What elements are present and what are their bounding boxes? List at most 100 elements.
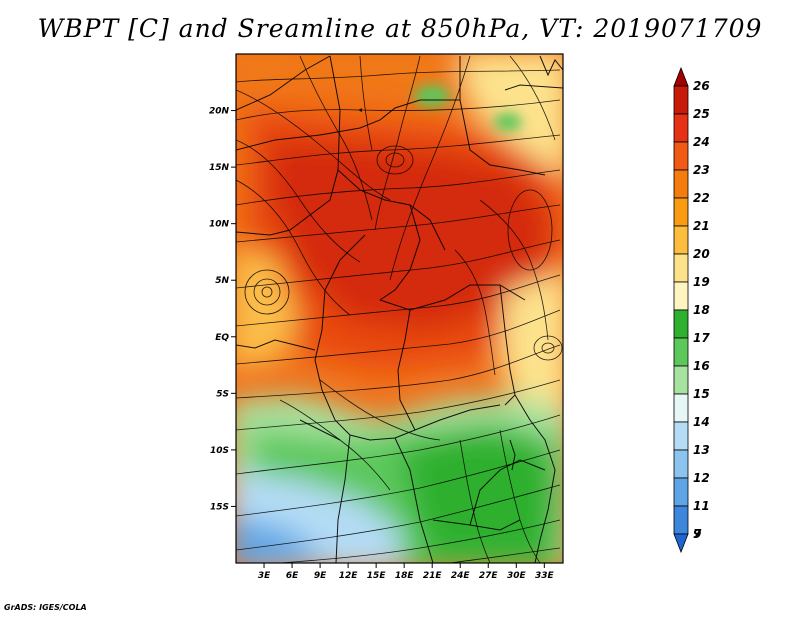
colorbar-label: 16 — [693, 359, 710, 373]
colorbar-cell — [673, 365, 689, 395]
streamline — [236, 274, 561, 327]
streamline-vortex — [244, 269, 290, 315]
streamline — [279, 519, 561, 563]
lon-tick-label: 9E — [314, 571, 327, 581]
colorbar-label: 13 — [693, 443, 710, 457]
colorbar-cell — [673, 225, 689, 255]
streamline — [509, 55, 556, 141]
streamline — [236, 89, 391, 201]
streamline — [389, 55, 471, 281]
streamline — [449, 547, 561, 563]
streamline-vortex — [541, 342, 555, 354]
field-green-patch-ne — [494, 113, 522, 131]
streamline-vortex — [253, 278, 281, 306]
colorbar-cell — [673, 197, 689, 227]
colorbar-cell — [673, 85, 689, 115]
lon-tick-label: 21E — [423, 571, 443, 581]
streamline — [459, 439, 491, 563]
streamline — [236, 204, 561, 243]
lat-tick-label: 15S — [210, 502, 229, 512]
lat-tick-label: 5N — [215, 276, 229, 286]
chart-title: WBPT [C] and Sreamline at 850hPa, VT: 20… — [37, 14, 763, 43]
colorbar-cell — [673, 281, 689, 311]
colorbar-label: 11 — [693, 499, 710, 513]
border-line — [432, 519, 521, 531]
country-borders — [236, 55, 563, 563]
border-line — [335, 434, 351, 563]
colorbar-cell — [673, 337, 689, 367]
lat-tick-label: 5S — [216, 389, 229, 399]
colorbar-cell — [673, 169, 689, 199]
border-line — [379, 204, 421, 301]
streamline-vortex — [261, 286, 273, 298]
streamline — [236, 169, 561, 206]
streamline — [236, 179, 351, 316]
latitude-axis: 20N 15N 10N 5N EQ 5S 10S 15S — [209, 107, 236, 512]
streamline — [236, 139, 361, 263]
streamline — [499, 429, 541, 563]
colorbar-cell — [673, 113, 689, 143]
lon-tick-label: 24E — [451, 571, 471, 581]
lat-tick-label: 10S — [210, 446, 229, 456]
streamline — [374, 55, 421, 231]
colorbar-label: 7 — [693, 527, 702, 541]
streamline — [236, 484, 561, 551]
longitude-axis: 3E 6E 9E 12E 15E 18E 21E 24E 27E 30E 33E — [258, 563, 554, 581]
streamline — [479, 199, 549, 341]
streamline-vortex — [376, 145, 414, 175]
colorbar-cell — [673, 533, 689, 554]
colorbar-cell — [673, 421, 689, 451]
border-line — [337, 169, 446, 251]
streamline-vortex — [533, 335, 563, 361]
colorbar-label: 9 — [693, 527, 701, 541]
border-line — [299, 419, 341, 441]
border-line — [236, 55, 341, 236]
border-line — [236, 55, 331, 111]
border-line — [314, 289, 416, 441]
colorbar-cell — [673, 505, 689, 535]
field-blue — [236, 516, 330, 563]
colorbar-cell — [673, 449, 689, 479]
border-line — [504, 84, 563, 91]
colorbar-cell — [673, 66, 689, 87]
streamline — [319, 379, 441, 441]
border-line — [324, 234, 366, 291]
border-line — [469, 459, 546, 526]
streamline — [359, 55, 373, 151]
colorbar-label: 22 — [693, 191, 710, 205]
colorbar-label: 21 — [693, 219, 710, 233]
grads-credit: GrADS: IGES/COLA — [4, 603, 87, 612]
colorbar-label: 23 — [693, 163, 710, 177]
map-frame — [235, 53, 564, 564]
colorbar: 26 25 24 23 22 21 20 19 18 17 16 15 14 13 12 11 97 — [673, 66, 710, 554]
border-line — [539, 55, 563, 77]
streamline-vortex — [385, 152, 405, 168]
colorbar-cell — [673, 477, 689, 507]
colorbar-cell — [673, 309, 689, 339]
temperature-field — [236, 54, 563, 563]
colorbar-label: 17 — [693, 331, 710, 345]
colorbar-label: 15 — [693, 387, 710, 401]
streamline — [236, 99, 561, 121]
colorbar-label: 24 — [693, 135, 710, 149]
lon-tick-label: 27E — [479, 571, 499, 581]
colorbar-label: 19 — [693, 275, 710, 289]
streamline — [236, 69, 561, 83]
streamline — [299, 55, 373, 221]
border-line — [397, 309, 501, 431]
border-line — [499, 284, 516, 406]
colorbar-cell — [673, 141, 689, 171]
border-line — [509, 439, 516, 471]
border-line — [379, 284, 526, 311]
lat-tick-label: 15N — [209, 163, 230, 173]
field-green-patch-north — [414, 85, 450, 107]
lon-tick-label: 3E — [258, 571, 271, 581]
field-pale-east — [500, 272, 563, 420]
colorbar-label: 20 — [693, 247, 710, 261]
field-mild-west — [236, 250, 300, 369]
colorbar-cell — [673, 253, 689, 283]
streamline — [236, 239, 561, 289]
colorbar-label: 18 — [693, 303, 710, 317]
lon-tick-label: 30E — [507, 571, 527, 581]
border-line — [394, 437, 434, 563]
